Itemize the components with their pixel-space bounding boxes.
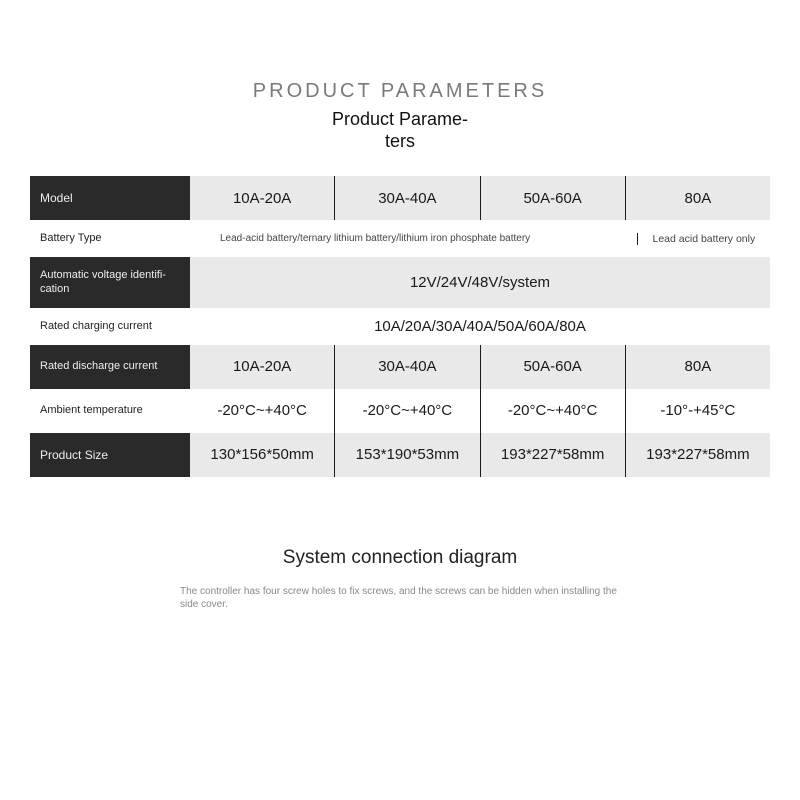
size-cell-2: 193*227*58mm [480,433,625,477]
row-rated-charging: Rated charging current 10A/20A/30A/40A/5… [30,308,770,345]
model-cell-0: 10A-20A [190,176,334,220]
label-rated-charging: Rated charging current [30,308,190,345]
model-cell-2: 50A-60A [480,176,625,220]
battery-type-main: Lead-acid battery/ternary lithium batter… [190,225,637,253]
discharge-cell-1: 30A-40A [334,345,479,389]
discharge-cell-0: 10A-20A [190,345,334,389]
parameters-table: Model 10A-20A 30A-40A 50A-60A 80A Batter… [30,176,770,477]
label-rated-discharge: Rated discharge current [30,345,190,389]
size-cell-3: 193*227*58mm [625,433,770,477]
model-cell-3: 80A [625,176,770,220]
discharge-cell-3: 80A [625,345,770,389]
label-product-size: Product Size [30,433,190,477]
title-main: PRODUCT PARAMETERS [0,80,800,103]
page: PRODUCT PARAMETERS Product Parame­ters M… [0,0,800,611]
section2-desc: The controller has four screw holes to f… [180,585,620,611]
size-cell-0: 130*156*50mm [190,433,334,477]
row-ambient-temp: Ambient temperature -20°C~+40°C -20°C~+4… [30,389,770,433]
discharge-cell-2: 50A-60A [480,345,625,389]
auto-voltage-value: 12V/24V/48V/system [190,257,770,307]
label-battery-type: Battery Type [30,220,190,257]
section2-title: System connection diagram [0,547,800,569]
label-auto-voltage: Automatic voltage identifi­cation [30,257,190,307]
size-cell-1: 153*190*53mm [334,433,479,477]
label-ambient-temp: Ambient temperature [30,389,190,433]
battery-type-alt: Lead acid battery only [637,233,770,245]
ambient-cell-3: -10°-+45°C [625,389,770,433]
row-rated-discharge: Rated discharge current 10A-20A 30A-40A … [30,345,770,389]
ambient-cell-0: -20°C~+40°C [190,389,334,433]
title-sub: Product Parame­ters [320,109,480,152]
ambient-cell-1: -20°C~+40°C [334,389,479,433]
row-model: Model 10A-20A 30A-40A 50A-60A 80A [30,176,770,220]
label-model: Model [30,176,190,220]
row-battery-type: Battery Type Lead-acid battery/ternary l… [30,220,770,257]
row-auto-voltage: Automatic voltage identifi­cation 12V/24… [30,257,770,307]
ambient-cell-2: -20°C~+40°C [480,389,625,433]
row-product-size: Product Size 130*156*50mm 153*190*53mm 1… [30,433,770,477]
model-cell-1: 30A-40A [334,176,479,220]
rated-charging-value: 10A/20A/30A/40A/50A/60A/80A [190,308,770,345]
